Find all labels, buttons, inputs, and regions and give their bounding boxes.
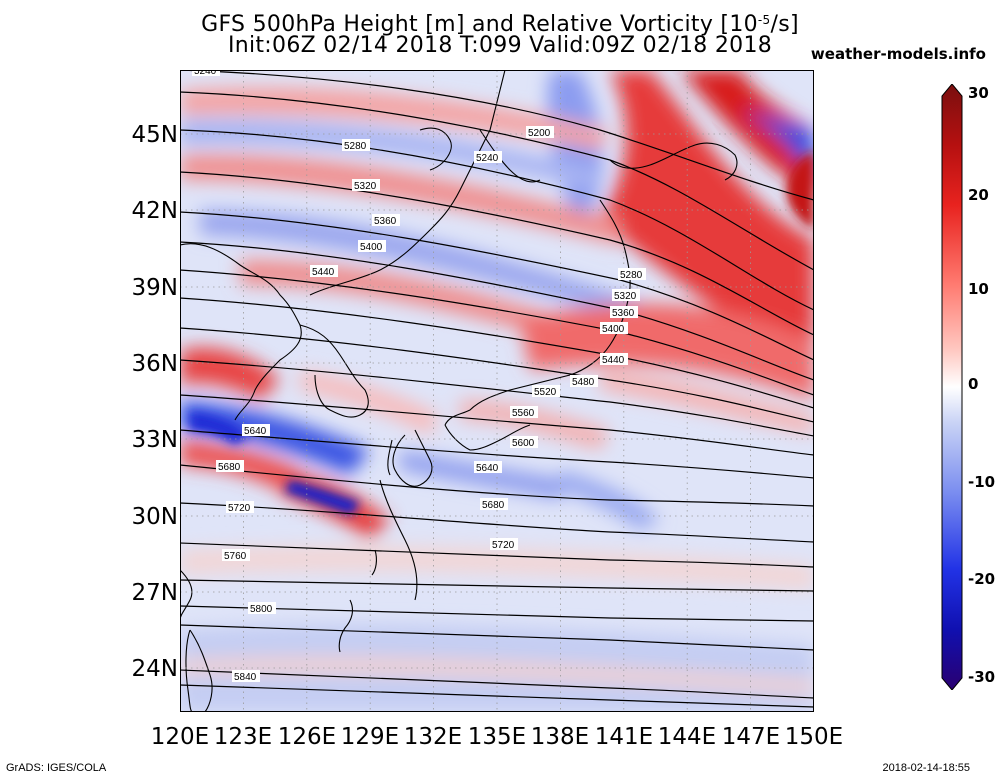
colorbar [941, 84, 963, 690]
lon-label: 132E [403, 724, 463, 750]
contour-label: 5280 [344, 141, 367, 152]
title-main: GFS 500hPa Height [m] and Relative Vorti… [201, 12, 758, 37]
contour-label: 5560 [512, 408, 535, 419]
colorbar-label: 30 [968, 84, 989, 102]
lon-label: 123E [213, 724, 273, 750]
contour-label: 5640 [244, 426, 267, 437]
title-unit: /s] [770, 12, 799, 37]
title-line-2: Init:06Z 02/14 2018 T:099 Valid:09Z 02/1… [227, 33, 773, 58]
contour-label: 5400 [602, 324, 625, 335]
contour-label: 5360 [374, 216, 397, 227]
title-line-1: GFS 500hPa Height [m] and Relative Vorti… [0, 8, 1000, 37]
height-contours [180, 70, 814, 708]
lon-label: 144E [657, 724, 717, 750]
colorbar-label: 10 [968, 280, 989, 298]
contour-label: 5360 [612, 308, 635, 319]
colorbar-label: 20 [968, 186, 989, 204]
lat-label: 33N [131, 427, 178, 453]
contour-label: 5760 [224, 551, 247, 562]
coastlines [180, 70, 738, 712]
contour-label: 5680 [482, 500, 505, 511]
lon-label: 141E [594, 724, 654, 750]
lon-label: 126E [277, 724, 337, 750]
contour-label: 5440 [602, 355, 625, 366]
contour-label: 5320 [354, 181, 377, 192]
colorbar-label: -20 [968, 570, 996, 588]
footer-timestamp: 2018-02-14-18:55 [882, 762, 970, 774]
contour-label: 5640 [476, 463, 499, 474]
contour-label: 5200 [528, 128, 551, 139]
lat-label: 24N [131, 656, 178, 682]
map-frame [180, 70, 814, 712]
lon-label: 138E [530, 724, 590, 750]
lat-label: 27N [131, 580, 178, 606]
contour-label: 5600 [512, 438, 535, 449]
site-watermark: weather-models.info [810, 45, 986, 63]
colorbar-label: 0 [968, 375, 979, 393]
contour-label: 5520 [534, 387, 557, 398]
contour-label: 5440 [312, 267, 335, 278]
title-exponent: -5 [757, 13, 771, 27]
contour-label: 5240 [194, 70, 217, 77]
footer-credit: GrADS: IGES/COLA [6, 762, 107, 774]
contour-label: 5320 [614, 291, 637, 302]
lat-label: 30N [131, 504, 178, 530]
contour-label: 5840 [234, 672, 257, 683]
lat-label: 45N [131, 122, 178, 148]
lon-label: 120E [150, 724, 210, 750]
contour-label: 5400 [360, 242, 383, 253]
contour-label: 5800 [250, 604, 273, 615]
graticule [180, 70, 814, 712]
lon-label: 147E [721, 724, 781, 750]
lat-label: 36N [131, 351, 178, 377]
contour-label: 5680 [218, 462, 241, 473]
lat-label: 42N [131, 198, 178, 224]
colorbar-label: -30 [968, 668, 996, 686]
contour-label: 5240 [476, 153, 499, 164]
contour-label: 5720 [492, 540, 515, 551]
contour-label: 5480 [572, 377, 595, 388]
lat-label: 39N [131, 275, 178, 301]
colorbar-label: -10 [968, 473, 996, 491]
contour-label: 5720 [228, 503, 251, 514]
lon-label: 135E [467, 724, 527, 750]
lon-label: 129E [340, 724, 400, 750]
map-panel: 5240 5280 5320 5360 5400 5440 5200 5240 … [180, 70, 814, 712]
contour-labels: 5240 5280 5320 5360 5400 5440 5200 5240 … [192, 70, 646, 683]
lon-label: 150E [784, 724, 844, 750]
contour-label: 5280 [620, 270, 643, 281]
